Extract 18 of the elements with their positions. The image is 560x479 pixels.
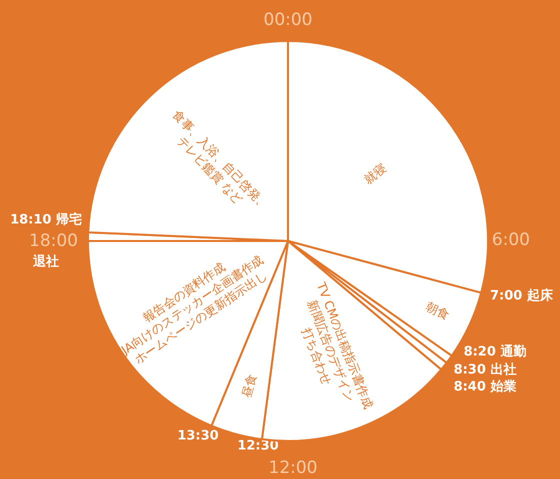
text: 7:00 起床 bbox=[490, 288, 554, 304]
text: 退社 bbox=[32, 254, 59, 270]
text: 12:00 bbox=[268, 458, 318, 478]
slice-label: 昼食 bbox=[239, 372, 260, 400]
text: 8:30 出社 bbox=[454, 362, 516, 378]
slice-label: 朝食 bbox=[424, 299, 452, 322]
text: 00:00 bbox=[264, 10, 312, 30]
text: 8:40 始業 bbox=[454, 380, 516, 394]
text: 8:20 通勤 bbox=[464, 344, 526, 360]
slice-label: 就寝 bbox=[361, 161, 390, 187]
text: 6:00 bbox=[492, 230, 530, 250]
slice-label: 報告会の資料作成 JA向けのステッカー企画書作成 ホームページの更新指示出し bbox=[118, 252, 270, 367]
text: 18:10 帰宅 bbox=[10, 212, 82, 228]
slice-label: TV CMの出稿指示書作成 新聞広告のデザイン 打ち合わせ bbox=[299, 280, 376, 411]
text: 18:00 bbox=[29, 231, 78, 251]
slice-label: 食事、入浴、自己啓発、 テレビ鑑賞 など bbox=[170, 107, 272, 212]
text: 12:30 bbox=[237, 438, 279, 454]
text: 13:30 bbox=[177, 428, 219, 444]
